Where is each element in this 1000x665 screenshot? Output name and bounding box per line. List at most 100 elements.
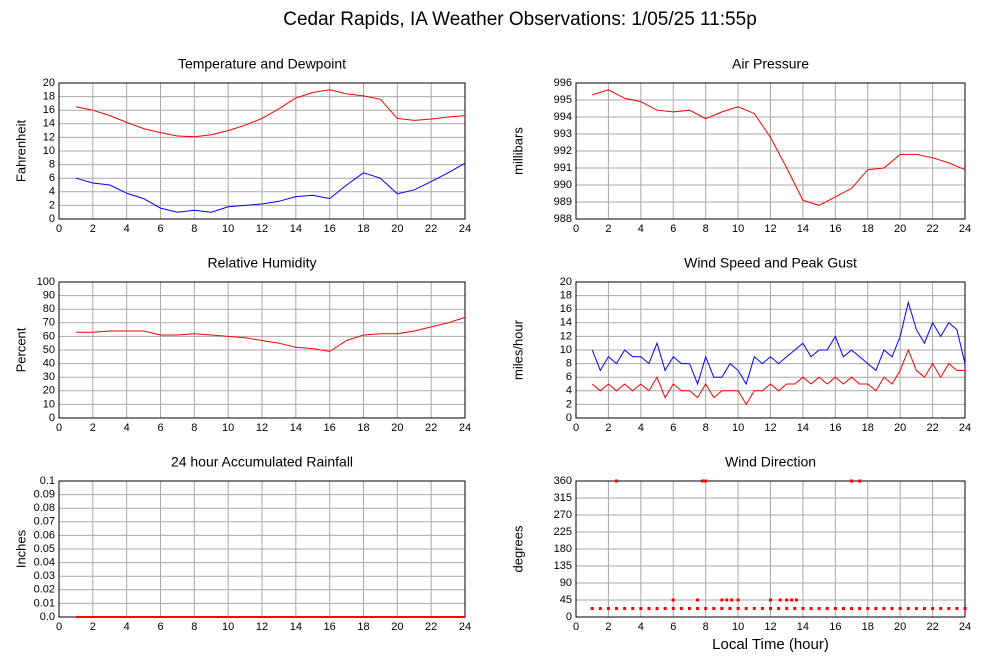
x-tick-label: 14 bbox=[797, 621, 809, 633]
y-tick-label: 4 bbox=[49, 186, 55, 198]
y-tick-label: 12 bbox=[560, 330, 572, 342]
data-point bbox=[939, 607, 943, 610]
series-line bbox=[592, 89, 966, 206]
y-tick-label: 2 bbox=[49, 199, 55, 211]
x-tick-label: 22 bbox=[425, 223, 437, 235]
y-tick-label: 60 bbox=[43, 330, 55, 342]
x-tick-label: 10 bbox=[222, 621, 234, 633]
data-point bbox=[825, 607, 829, 610]
panel-title: Air Pressure bbox=[732, 56, 809, 72]
x-tick-label: 6 bbox=[157, 621, 163, 633]
y-tick-label: 0.06 bbox=[34, 529, 55, 541]
y-tick-label: 40 bbox=[43, 358, 55, 370]
y-tick-label: 10 bbox=[560, 344, 572, 356]
data-point bbox=[671, 607, 675, 610]
x-tick-label: 10 bbox=[222, 422, 234, 434]
x-tick-label: 16 bbox=[324, 422, 336, 434]
series-line bbox=[75, 162, 466, 213]
y-tick-label: 180 bbox=[554, 543, 572, 555]
data-point bbox=[623, 607, 627, 610]
y-axis-label: Percent bbox=[13, 327, 28, 372]
y-tick-label: 30 bbox=[43, 371, 55, 383]
data-point bbox=[874, 607, 878, 610]
data-point bbox=[696, 607, 700, 610]
x-tick-label: 10 bbox=[732, 621, 744, 633]
x-tick-label: 14 bbox=[797, 223, 809, 235]
x-tick-label: 0 bbox=[573, 223, 579, 235]
x-tick-label: 4 bbox=[124, 223, 130, 235]
plot-frame bbox=[575, 480, 966, 618]
data-point bbox=[687, 607, 691, 610]
data-point bbox=[736, 598, 740, 602]
x-tick-label: 2 bbox=[90, 422, 96, 434]
y-tick-label: 0 bbox=[566, 611, 572, 623]
data-point bbox=[590, 607, 594, 610]
series-line bbox=[75, 89, 466, 138]
x-tick-label: 10 bbox=[222, 223, 234, 235]
x-tick-label: 18 bbox=[862, 621, 874, 633]
x-tick-label: 18 bbox=[862, 223, 874, 235]
x-tick-label: 18 bbox=[862, 422, 874, 434]
y-tick-label: 0.0 bbox=[40, 611, 55, 623]
panel-title: Wind Speed and Peak Gust bbox=[684, 255, 857, 271]
data-point bbox=[963, 607, 967, 610]
data-point bbox=[712, 607, 716, 610]
y-tick-label: 20 bbox=[560, 276, 572, 288]
data-point bbox=[785, 598, 789, 602]
x-tick-label: 24 bbox=[959, 621, 971, 633]
data-point bbox=[720, 598, 724, 602]
y-tick-label: 50 bbox=[43, 344, 55, 356]
x-tick-label: 20 bbox=[894, 422, 906, 434]
y-tick-label: 0 bbox=[566, 412, 572, 424]
y-tick-label: 0 bbox=[49, 412, 55, 424]
x-tick-label: 14 bbox=[290, 223, 302, 235]
data-point bbox=[639, 607, 643, 610]
x-tick-label: 4 bbox=[638, 422, 644, 434]
x-tick-label: 12 bbox=[256, 422, 268, 434]
x-tick-label: 24 bbox=[959, 422, 971, 434]
x-tick-label: 6 bbox=[670, 223, 676, 235]
x-tick-label: 16 bbox=[324, 621, 336, 633]
data-point bbox=[778, 598, 782, 602]
data-point bbox=[655, 607, 659, 610]
y-tick-label: 0.05 bbox=[34, 543, 55, 555]
y-tick-label: 18 bbox=[560, 290, 572, 302]
x-tick-label: 8 bbox=[191, 621, 197, 633]
data-point bbox=[841, 607, 845, 610]
panel-title: 24 hour Accumulated Rainfall bbox=[171, 454, 353, 470]
y-tick-label: 0.07 bbox=[34, 516, 55, 528]
panel-title: Relative Humidity bbox=[208, 255, 317, 271]
data-point bbox=[728, 607, 732, 610]
data-point bbox=[809, 607, 813, 610]
y-tick-label: 8 bbox=[566, 358, 572, 370]
x-tick-label: 12 bbox=[256, 223, 268, 235]
y-tick-label: 0.09 bbox=[34, 489, 55, 501]
y-tick-label: 995 bbox=[554, 94, 572, 106]
y-tick-label: 2 bbox=[566, 398, 572, 410]
x-tick-label: 8 bbox=[191, 223, 197, 235]
x-tick-label: 6 bbox=[670, 621, 676, 633]
data-point bbox=[704, 607, 708, 610]
x-tick-label: 6 bbox=[670, 422, 676, 434]
data-point bbox=[752, 607, 756, 610]
x-tick-label: 24 bbox=[459, 621, 471, 633]
x-tick-label: 16 bbox=[829, 223, 841, 235]
y-tick-label: 992 bbox=[554, 145, 572, 157]
y-axis-label: miles/hour bbox=[510, 319, 525, 380]
x-tick-label: 2 bbox=[605, 621, 611, 633]
x-tick-label: 22 bbox=[926, 422, 938, 434]
y-axis-label: millibars bbox=[510, 127, 525, 175]
y-tick-label: 993 bbox=[554, 128, 572, 140]
data-point bbox=[793, 607, 797, 610]
x-tick-label: 0 bbox=[56, 422, 62, 434]
y-tick-label: 10 bbox=[43, 398, 55, 410]
data-point bbox=[906, 607, 910, 610]
x-tick-label: 10 bbox=[732, 223, 744, 235]
data-point bbox=[850, 607, 854, 610]
y-tick-label: 14 bbox=[43, 118, 55, 130]
data-point bbox=[914, 607, 918, 610]
data-point bbox=[615, 479, 619, 483]
plot-frame bbox=[575, 82, 966, 220]
x-tick-label: 14 bbox=[290, 621, 302, 633]
y-tick-label: 988 bbox=[554, 213, 572, 225]
